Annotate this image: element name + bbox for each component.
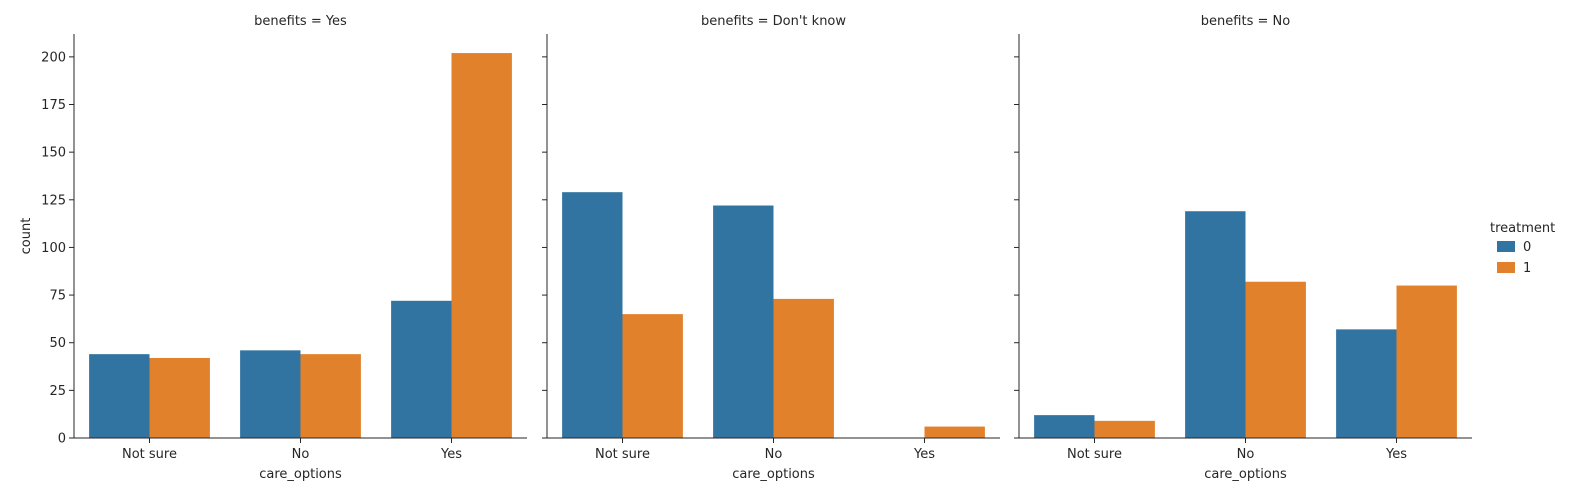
bar-not-sure-treatment-0 bbox=[89, 354, 150, 438]
bar-not-sure-treatment-0 bbox=[562, 192, 623, 438]
x-tick-label: Yes bbox=[1385, 447, 1407, 462]
bar-not-sure-treatment-1 bbox=[622, 314, 683, 438]
facet-panel-0: benefits = Yes 0 25 50 75 100 125 150 175 200 Not … bbox=[19, 14, 527, 482]
bar-no-treatment-1 bbox=[773, 298, 834, 438]
y-axis-label: count bbox=[19, 218, 34, 255]
y-tick-label: 100 bbox=[41, 241, 66, 256]
bar-yes-treatment-0 bbox=[1336, 329, 1397, 438]
facet-title: benefits = No bbox=[1201, 14, 1290, 29]
bar-not-sure-treatment-1 bbox=[1094, 420, 1155, 438]
x-tick-label: Yes bbox=[440, 447, 462, 462]
y-tick-label: 0 bbox=[58, 432, 66, 447]
y-tick-label: 150 bbox=[41, 146, 66, 161]
facet-panel-2: benefits = No Not sure No Yes care_options bbox=[1014, 14, 1472, 482]
y-tick-label: 200 bbox=[41, 50, 66, 65]
x-tick-label: No bbox=[765, 447, 783, 462]
y-tick-label: 125 bbox=[41, 193, 66, 208]
x-tick-label: No bbox=[292, 447, 310, 462]
y-tick-label: 50 bbox=[49, 336, 66, 351]
x-tick-label: Yes bbox=[913, 447, 935, 462]
y-tick-label: 75 bbox=[49, 289, 66, 304]
bar-not-sure-treatment-0 bbox=[1034, 415, 1095, 438]
x-axis-label: care_options bbox=[1204, 467, 1287, 482]
bar-no-treatment-0 bbox=[1185, 211, 1246, 438]
legend-label-1: 1 bbox=[1523, 261, 1531, 276]
legend: treatment 0 1 bbox=[1490, 221, 1555, 276]
bar-yes-treatment-1 bbox=[451, 53, 512, 438]
bar-no-treatment-1 bbox=[300, 354, 361, 438]
x-tick-label: Not sure bbox=[1067, 447, 1122, 462]
x-tick-label: No bbox=[1237, 447, 1255, 462]
bar-yes-treatment-1 bbox=[924, 426, 985, 438]
facet-title: benefits = Don't know bbox=[701, 14, 846, 29]
x-axis-label: care_options bbox=[259, 467, 342, 482]
facet-panel-1: benefits = Don't know Not sure No Yes care_o… bbox=[542, 14, 1000, 482]
y-tick-label: 25 bbox=[49, 384, 66, 399]
bar-not-sure-treatment-1 bbox=[149, 357, 210, 438]
x-tick-label: Not sure bbox=[122, 447, 177, 462]
x-tick-label: Not sure bbox=[595, 447, 650, 462]
bar-no-treatment-0 bbox=[713, 205, 774, 438]
bar-no-treatment-1 bbox=[1245, 281, 1306, 438]
bar-yes-treatment-0 bbox=[391, 300, 452, 438]
legend-swatch-1 bbox=[1497, 262, 1515, 273]
bar-no-treatment-0 bbox=[240, 350, 301, 438]
legend-label-0: 0 bbox=[1523, 240, 1531, 255]
bar-yes-treatment-1 bbox=[1396, 285, 1457, 438]
facet-title: benefits = Yes bbox=[254, 14, 347, 29]
legend-swatch-0 bbox=[1497, 241, 1515, 252]
legend-title: treatment bbox=[1490, 221, 1555, 236]
x-axis-label: care_options bbox=[732, 467, 815, 482]
y-tick-label: 175 bbox=[41, 98, 66, 113]
